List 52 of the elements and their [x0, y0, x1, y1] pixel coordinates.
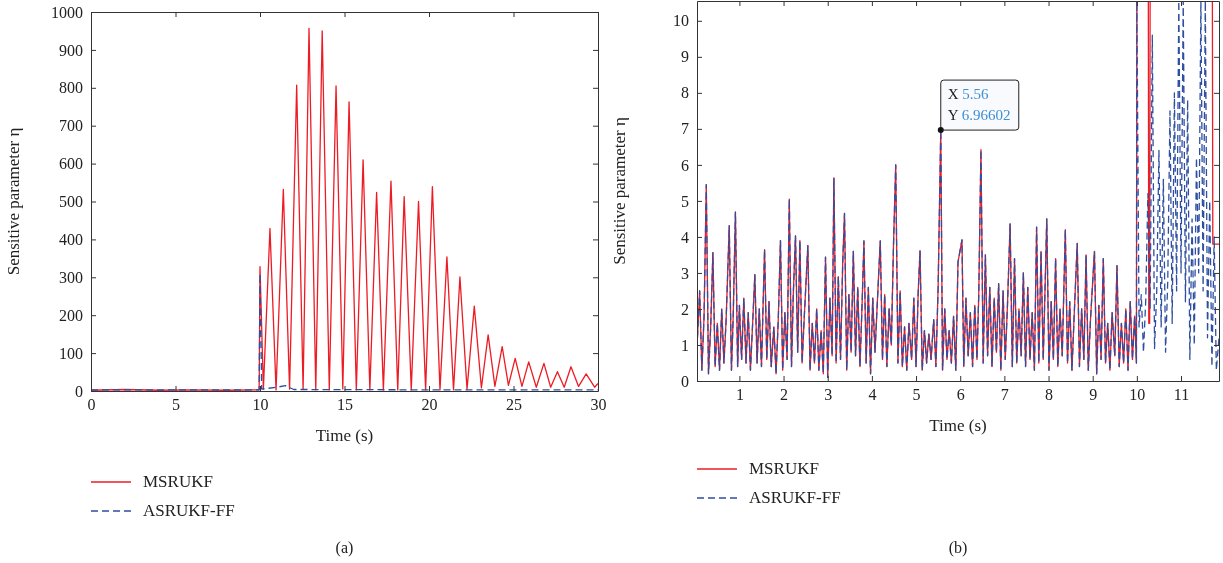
x-tick-label: 20: [421, 396, 438, 414]
y-tick-label: 800: [59, 79, 83, 97]
y-tick-label: 9: [681, 48, 689, 66]
x-tick-label: 9: [1089, 386, 1098, 404]
y-tick-label: 7: [681, 120, 689, 138]
x-axis-title: Time (s): [929, 416, 987, 435]
y-tick-label: 200: [59, 306, 83, 324]
y-tick-label: 2: [681, 300, 689, 318]
y-axis-title: Sensitive parameter η: [4, 127, 23, 276]
y-tick-label: 300: [59, 268, 83, 286]
y-tick-label: 100: [59, 344, 83, 362]
x-tick-label: 6: [956, 386, 965, 404]
annotation: X 5.56 Y 6.96602: [947, 86, 1011, 124]
text: (a): [335, 539, 354, 557]
y-tick-label: 3: [681, 264, 689, 282]
y-tick-label: 0: [681, 372, 689, 390]
x-tick-label: 2: [780, 386, 789, 404]
x-tick-label: 8: [1045, 386, 1054, 404]
x-tick-label: 1: [735, 386, 744, 404]
y-tick-label: 1000: [51, 3, 83, 21]
y-tick-label: 8: [681, 84, 689, 102]
y-tick-label: 5: [681, 192, 689, 210]
legend-label: MSRUKF: [143, 472, 213, 491]
x-tick-label: 4: [868, 386, 877, 404]
legend-label: ASRUKF-FF: [749, 488, 841, 507]
y-tick-label: 6: [681, 156, 689, 174]
x-tick-label: 7: [1000, 386, 1009, 404]
x-tick-label: 11: [1173, 386, 1190, 404]
y-tick-label: 600: [59, 155, 83, 173]
data-tip: X 5.56 Y 6.96602: [937, 79, 1020, 134]
y-tick-label: 700: [59, 117, 83, 135]
x-tick-label: 3: [824, 386, 833, 404]
x-tick-label: 5: [912, 386, 921, 404]
y-tick-label: 10: [673, 12, 689, 30]
x-tick-label: 30: [590, 396, 607, 414]
line-series: [697, 1, 1219, 379]
y-tick-label: 500: [59, 193, 83, 211]
y-tick-label: 4: [681, 228, 689, 246]
y-tick-label: 1: [681, 336, 689, 354]
text: (b): [948, 539, 968, 557]
y-axis-title: Sensitive parameter η: [610, 117, 629, 265]
x-axis-title: Time (s): [315, 426, 374, 445]
x-tick-label: 10: [1129, 386, 1146, 404]
legend-label: ASRUKF-FF: [143, 501, 235, 520]
x-tick-label: 25: [506, 396, 522, 414]
x-tick-label: 10: [252, 396, 269, 414]
y-tick-label: 400: [59, 231, 83, 249]
x-tick-label: 15: [337, 396, 353, 414]
x-tick-label: 0: [87, 396, 96, 414]
legend-label: MSRUKF: [749, 459, 819, 478]
y-tick-label: 900: [59, 41, 83, 59]
x-tick-label: 5: [172, 396, 180, 414]
